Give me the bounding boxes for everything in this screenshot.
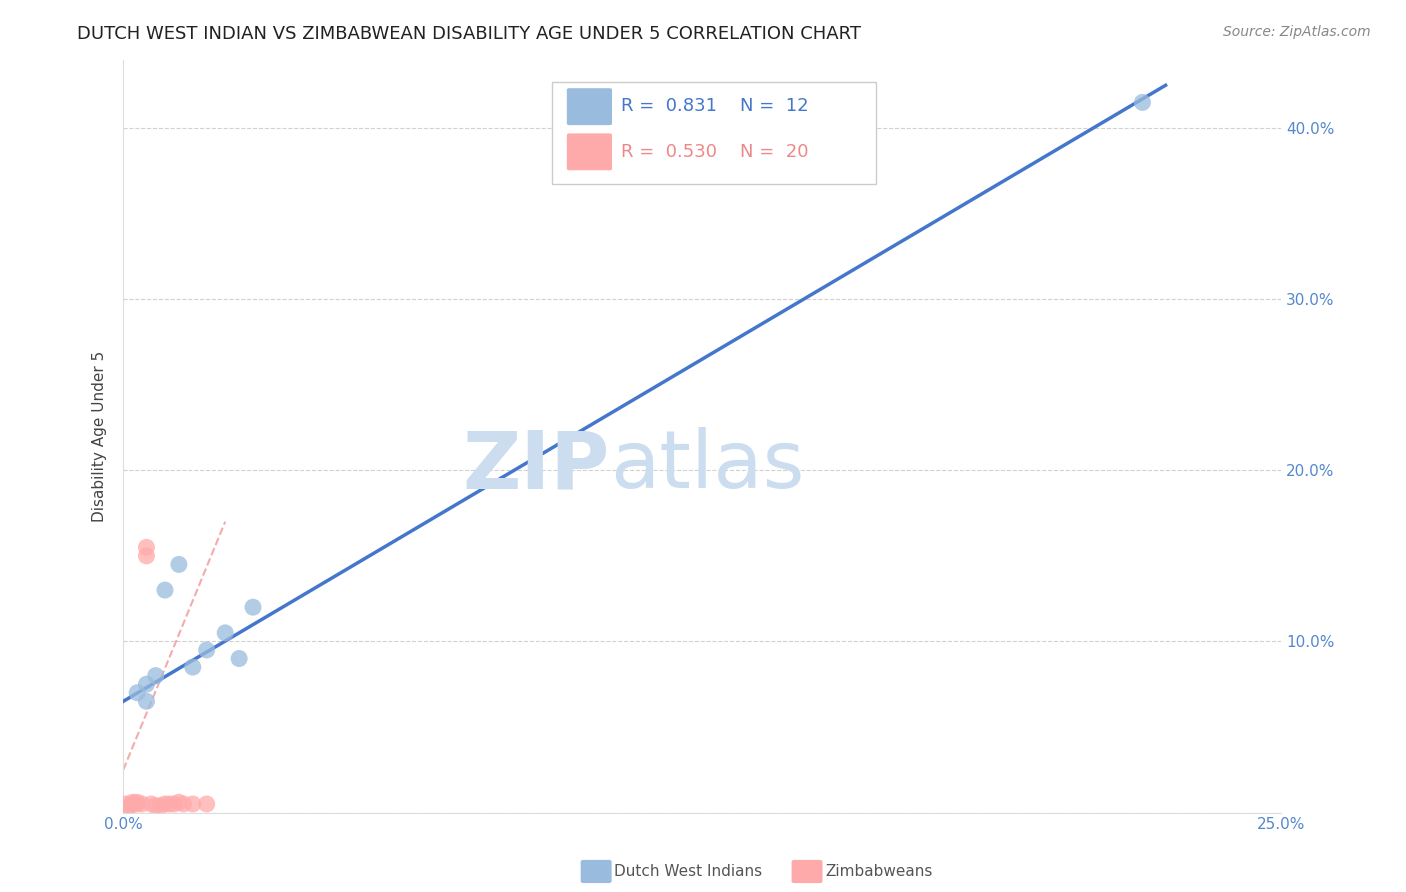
Text: Dutch West Indians: Dutch West Indians (614, 864, 762, 879)
Point (145, 798, 167, 813)
Text: Source: ZipAtlas.com: Source: ZipAtlas.com (1223, 25, 1371, 39)
Point (135, 677, 157, 691)
Point (139, 797, 162, 811)
Text: Zimbabweans: Zimbabweans (825, 864, 932, 879)
Point (195, 797, 218, 811)
Point (135, 549, 157, 563)
Point (173, 797, 195, 811)
Point (1132, 95, 1154, 110)
Text: DUTCH WEST INDIAN VS ZIMBABWEAN DISABILITY AGE UNDER 5 CORRELATION CHART: DUTCH WEST INDIAN VS ZIMBABWEAN DISABILI… (77, 25, 862, 43)
Point (153, 797, 176, 811)
Point (131, 797, 153, 811)
Point (181, 797, 204, 811)
Point (228, 651, 250, 665)
Point (153, 583, 176, 598)
Text: atlas: atlas (610, 427, 804, 505)
Point (195, 643, 218, 657)
FancyBboxPatch shape (551, 82, 876, 184)
Text: R =  0.831    N =  12: R = 0.831 N = 12 (621, 97, 808, 115)
Point (117, 800, 139, 814)
Point (121, 797, 143, 811)
Point (181, 660, 204, 674)
Point (167, 795, 190, 809)
Text: R =  0.530    N =  20: R = 0.530 N = 20 (621, 144, 808, 161)
Point (121, 795, 143, 809)
Point (114, 797, 136, 811)
Point (120, 798, 142, 813)
Point (135, 694, 157, 708)
FancyBboxPatch shape (567, 134, 612, 170)
Point (214, 625, 236, 640)
Point (167, 558, 190, 572)
Point (135, 541, 157, 555)
Point (127, 797, 149, 811)
Point (127, 795, 149, 809)
FancyBboxPatch shape (567, 88, 612, 125)
Point (127, 686, 149, 700)
Point (163, 797, 186, 811)
Point (242, 600, 264, 615)
Point (145, 668, 167, 682)
Text: ZIP: ZIP (463, 427, 610, 505)
Point (149, 798, 172, 813)
Point (159, 797, 181, 811)
Y-axis label: Disability Age Under 5: Disability Age Under 5 (93, 351, 107, 522)
